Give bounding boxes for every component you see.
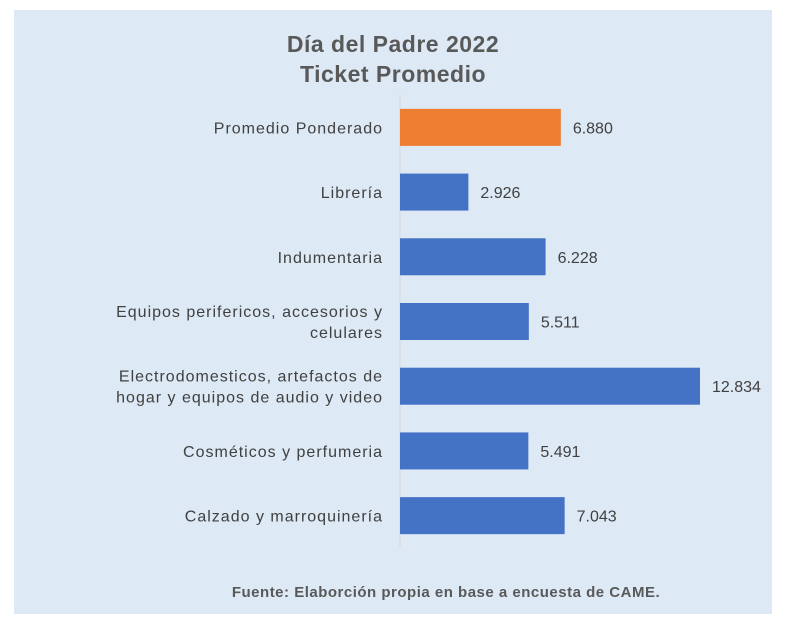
bar [400,303,529,340]
category-label: Indumentaria [278,250,383,267]
category-label: Promedio Ponderado [214,120,383,137]
chart-panel [14,10,772,614]
category-label: Calzado y marroquinería [185,509,383,526]
source-note: Fuente: Elaborción propia en base a encu… [232,584,660,601]
data-label: 6.880 [573,120,613,137]
bar [400,238,546,276]
category-label: Cosméticos y perfumeria [183,444,383,461]
data-label: 5.511 [541,315,580,332]
data-label: 6.228 [558,250,598,267]
chart-title: Día del Padre 2022 [287,31,499,57]
data-label: 7.043 [577,509,617,526]
bar [400,432,529,470]
data-label: 12.834 [712,379,761,396]
chart-title: Ticket Promedio [300,61,486,87]
category-label: Electrodomesticos, artefactos de [119,369,383,386]
category-label: celulares [310,325,383,342]
data-label: 2.926 [480,185,520,202]
data-label: 5.491 [540,444,580,461]
bar [400,497,565,535]
bar [400,173,469,211]
category-label: Librería [321,185,383,202]
bar [400,367,700,405]
category-label: hogar y equipos de audio y video [116,390,383,407]
category-label: Equipos perifericos, accesorios y [116,304,383,321]
bar [400,108,561,146]
